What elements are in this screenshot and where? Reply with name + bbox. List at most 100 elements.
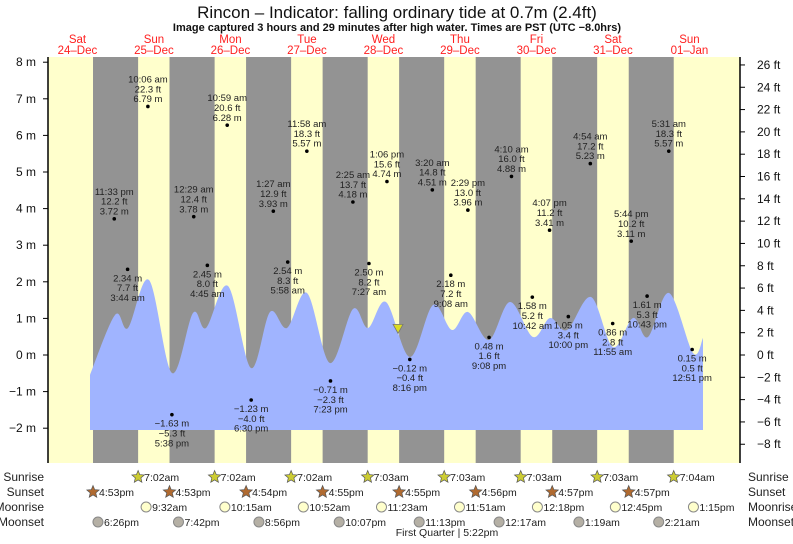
tide-label: 11:58 am <box>287 119 326 130</box>
tide-label: −1.23 m <box>234 404 269 415</box>
tide-point-low <box>408 357 412 362</box>
tide-point-low <box>328 379 333 383</box>
sunset-time: 4:56pm <box>482 487 517 499</box>
tide-label: −0.12 m <box>393 363 428 374</box>
tide-label: 8.3 ft <box>277 276 298 287</box>
tide-label: 8.0 ft <box>197 279 218 290</box>
row-label-moonrise-right: Moonrise <box>748 500 793 514</box>
y-tick-label-m: 4 m <box>16 202 36 216</box>
y-tick-label-m: 2 m <box>16 275 36 289</box>
day-label-dow: Sat <box>69 34 87 46</box>
tide-label: −0.4 ft <box>396 373 423 384</box>
tide-label: 3.93 m <box>259 199 288 210</box>
day-label-date: 31–Dec <box>593 45 633 57</box>
day-label-date: 27–Dec <box>287 45 327 57</box>
moonrise-time: 12:18pm <box>543 502 584 514</box>
tide-label: 5.3 ft <box>637 310 658 321</box>
moonrise-time: 11:51am <box>465 502 505 514</box>
moonset-icon <box>333 516 345 528</box>
tide-label: 8.2 ft <box>358 277 379 288</box>
tide-label: 3:20 am <box>415 158 449 169</box>
tide-label: 5.2 ft <box>522 311 543 322</box>
tide-label: 10:06 am <box>128 74 168 85</box>
sunrise-time: 7:03am <box>450 472 485 484</box>
y-tick-label-m: 5 m <box>16 165 36 179</box>
tide-point-high <box>547 228 552 232</box>
tide-label: 10:42 am <box>512 321 552 332</box>
tide-label: 2.50 m <box>354 268 383 279</box>
tide-label: 12.2 ft <box>101 197 128 208</box>
sunset-time: 4:57pm <box>558 487 593 499</box>
moonset-icon <box>493 516 505 528</box>
y-tick-label-ft: 0 ft <box>757 348 774 362</box>
sunset-time: 4:57pm <box>635 487 670 499</box>
tide-label: 18.3 ft <box>656 129 683 140</box>
y-tick-label-m: −2 m <box>9 421 36 435</box>
tide-point-low <box>645 294 649 298</box>
sunrise-time: 7:02am <box>144 472 179 484</box>
tide-point-low <box>249 398 253 402</box>
day-label-date: 25–Dec <box>134 45 174 57</box>
sunset-time: 4:53pm <box>99 487 134 499</box>
moonset-time: 10:07pm <box>345 517 386 529</box>
tide-point-low <box>487 335 491 340</box>
tide-label: 17.2 ft <box>577 141 604 152</box>
tide-point-low <box>125 267 130 272</box>
tide-point-high <box>146 104 150 109</box>
tide-label: 13.7 ft <box>340 180 367 191</box>
row-label-sunset: Sunset <box>7 485 45 499</box>
tide-label: 0.5 ft <box>682 363 703 374</box>
y-tick-label-ft: 24 ft <box>757 80 781 94</box>
sunrise-icon <box>284 469 299 484</box>
tide-label: 6.79 m <box>133 94 162 105</box>
sunrise-icon <box>590 469 605 484</box>
moonrise-time: 11:23am <box>387 502 427 514</box>
tide-label: 4:07 pm <box>532 198 566 209</box>
moonset-icon <box>253 516 265 528</box>
tide-label: 6:30 pm <box>234 424 268 435</box>
tide-label: 10:00 pm <box>549 340 589 351</box>
row-label-moonrise: Moonrise <box>0 500 44 514</box>
tide-label: 3.11 m <box>617 229 645 240</box>
day-label-dow: Fri <box>530 34 543 46</box>
row-label-moonset-right: Moonset <box>748 515 793 529</box>
tide-label: 4.18 m <box>338 190 367 201</box>
tide-label: 3.96 m <box>453 198 482 209</box>
tide-label: 13.0 ft <box>455 188 482 199</box>
sunrise-time: 7:04am <box>680 472 715 484</box>
sunrise-icon <box>437 469 452 484</box>
tide-label: 3.78 m <box>179 204 208 215</box>
y-tick-label-m: 6 m <box>16 128 36 142</box>
y-tick-label-ft: 10 ft <box>757 236 781 250</box>
sunset-time: 4:55pm <box>329 487 364 499</box>
row-label-moonset: Moonset <box>0 515 45 529</box>
y-tick-label-ft: 4 ft <box>757 303 774 317</box>
sunset-icon <box>162 484 177 499</box>
row-label-sunrise: Sunrise <box>3 470 44 484</box>
day-label-date: 01–Jan <box>671 45 709 57</box>
tide-label: 11.2 ft <box>537 208 563 219</box>
tide-label: 10.2 ft <box>618 219 645 230</box>
moon-phase: First Quarter | 5:22pm <box>396 527 499 539</box>
sunrise-icon <box>513 469 528 484</box>
moonset-time: 7:42pm <box>184 517 219 529</box>
tide-label: 4:10 am <box>494 144 528 155</box>
tide-label: −2.3 ft <box>317 395 344 406</box>
moonset-icon <box>413 516 425 528</box>
tide-label: 7:27 am <box>352 287 386 298</box>
y-tick-label-m: 7 m <box>16 92 36 106</box>
tide-point-high <box>430 188 435 192</box>
tide-label: −0.71 m <box>313 385 348 396</box>
y-tick-label-ft: 8 ft <box>757 259 774 273</box>
tide-point-low <box>610 321 615 326</box>
moonset-time: 8:56pm <box>265 517 300 529</box>
sunset-time: 4:54pm <box>252 487 287 499</box>
tide-label: 5:44 pm <box>614 209 648 220</box>
tide-point-low <box>566 314 571 319</box>
tide-label: 12.9 ft <box>260 189 287 200</box>
tide-point-high <box>271 209 276 213</box>
day-label-date: 29–Dec <box>440 45 480 57</box>
tide-label: 0.48 m <box>475 341 504 352</box>
